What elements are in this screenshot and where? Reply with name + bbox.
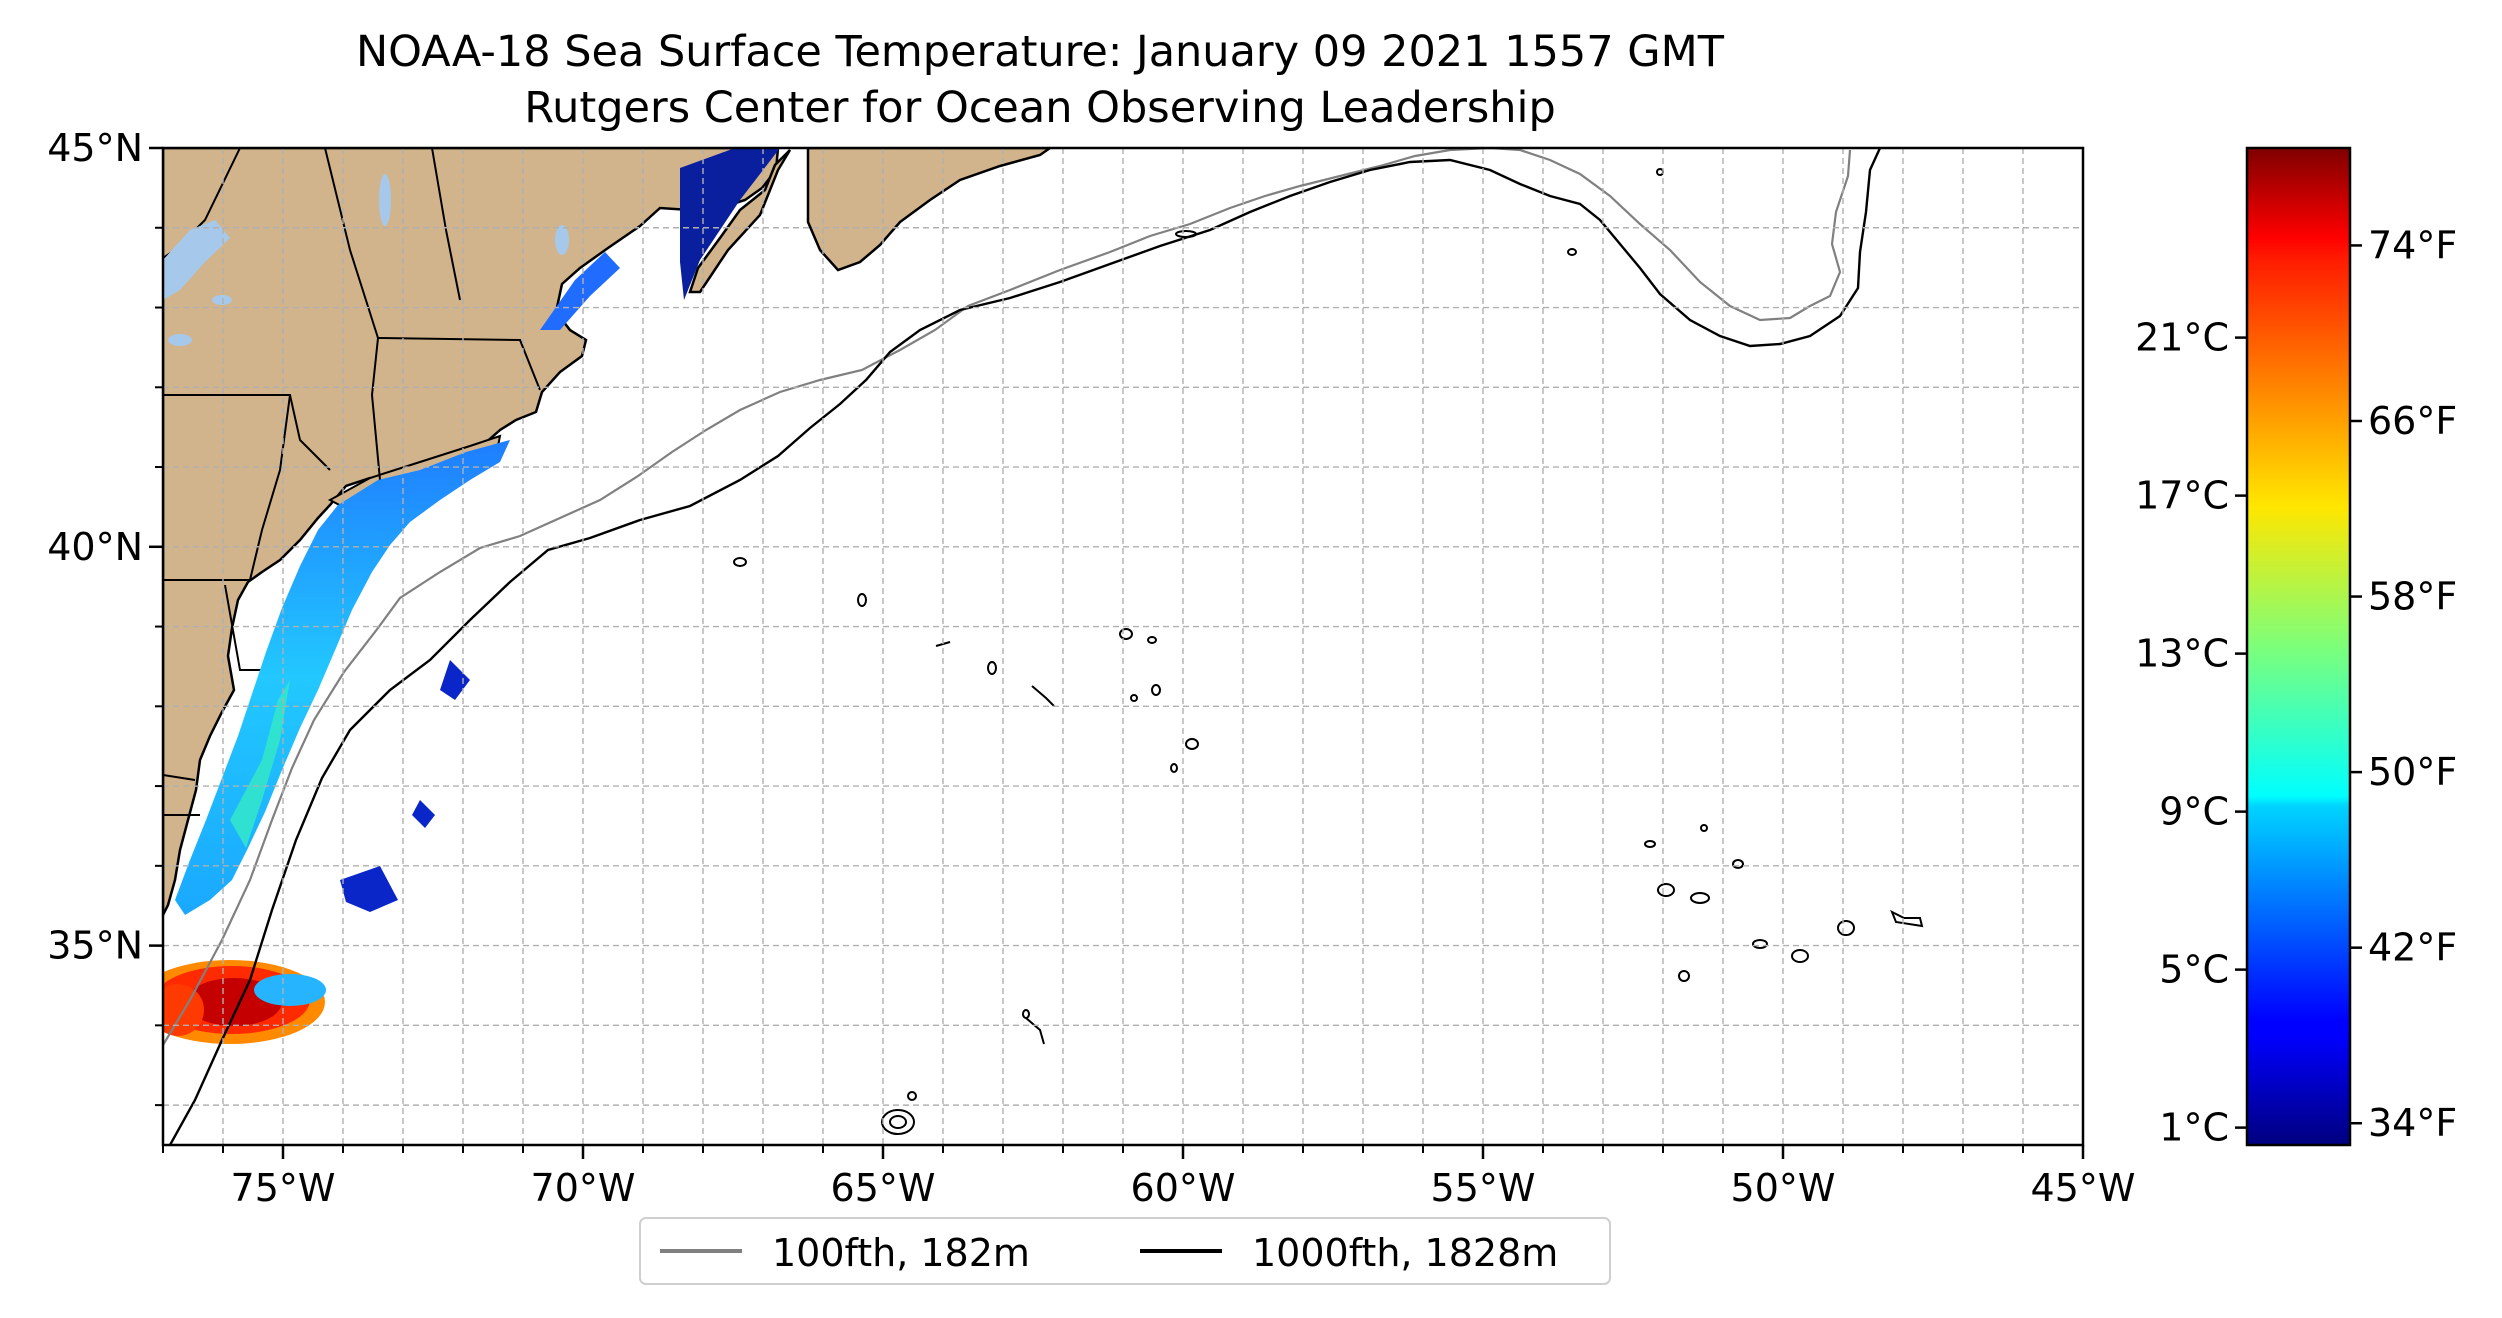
gridlines	[163, 148, 2083, 1145]
celsius-tick-label: 21°C	[2135, 316, 2229, 360]
fahrenheit-tick-label: 42°F	[2368, 926, 2457, 970]
lon-tick-label: 65°W	[831, 1166, 936, 1210]
seamounts	[733, 168, 1924, 1135]
lat-tick-label: 35°N	[47, 924, 143, 968]
colorbar-fahrenheit-ticks: 34°F 42°F 50°F 58°F 66°F 74°F	[2350, 223, 2457, 1145]
fahrenheit-tick-label: 34°F	[2368, 1101, 2457, 1145]
fahrenheit-tick-label: 50°F	[2368, 750, 2457, 794]
celsius-tick-label: 9°C	[2159, 790, 2229, 834]
celsius-tick-label: 1°C	[2159, 1106, 2229, 1150]
celsius-tick-label: 17°C	[2135, 474, 2229, 518]
lon-tick-label: 60°W	[1131, 1166, 1236, 1210]
celsius-tick-label: 5°C	[2159, 948, 2229, 992]
legend-label-1000fth: 1000fth, 1828m	[1252, 1231, 1558, 1275]
lon-tick-label: 50°W	[1731, 1166, 1836, 1210]
map-content	[163, 148, 2083, 1145]
fahrenheit-tick-label: 66°F	[2368, 399, 2457, 443]
celsius-tick-label: 13°C	[2135, 632, 2229, 676]
land-nova-scotia	[688, 149, 792, 294]
sst-coverage	[163, 148, 780, 1044]
fahrenheit-tick-label: 58°F	[2368, 575, 2457, 619]
land-newfoundland	[806, 148, 1053, 272]
contour-100fth	[163, 148, 1852, 1046]
legend-box	[639, 1217, 1611, 1285]
longitude-axis: 75°W 70°W 65°W 60°W 55°W 50°W 45°W	[162, 1145, 2136, 1210]
figure-title-line2: Rutgers Center for Ocean Observing Leade…	[524, 83, 1556, 133]
lon-tick-label: 45°W	[2031, 1166, 2136, 1210]
latitude-axis: 35°N 40°N 45°N	[47, 126, 163, 1107]
lat-tick-label: 40°N	[47, 525, 143, 569]
lon-tick-label: 55°W	[1431, 1166, 1536, 1210]
contour-1000fth	[168, 148, 1882, 1145]
fahrenheit-tick-label: 74°F	[2368, 223, 2457, 267]
lon-tick-label: 70°W	[531, 1166, 636, 1210]
legend-label-100fth: 100fth, 182m	[772, 1231, 1030, 1275]
colorbar-celsius-ticks: 1°C 5°C 9°C 13°C 17°C 21°C	[2135, 316, 2247, 1150]
figure-title-line1: NOAA-18 Sea Surface Temperature: January…	[356, 27, 1724, 77]
inland-lakes	[163, 174, 569, 346]
colorbar	[2245, 146, 2352, 1147]
legend: 100fth, 182m 1000fth, 1828m	[639, 1217, 1611, 1285]
lon-tick-label: 75°W	[231, 1166, 336, 1210]
lat-tick-label: 45°N	[47, 126, 143, 170]
